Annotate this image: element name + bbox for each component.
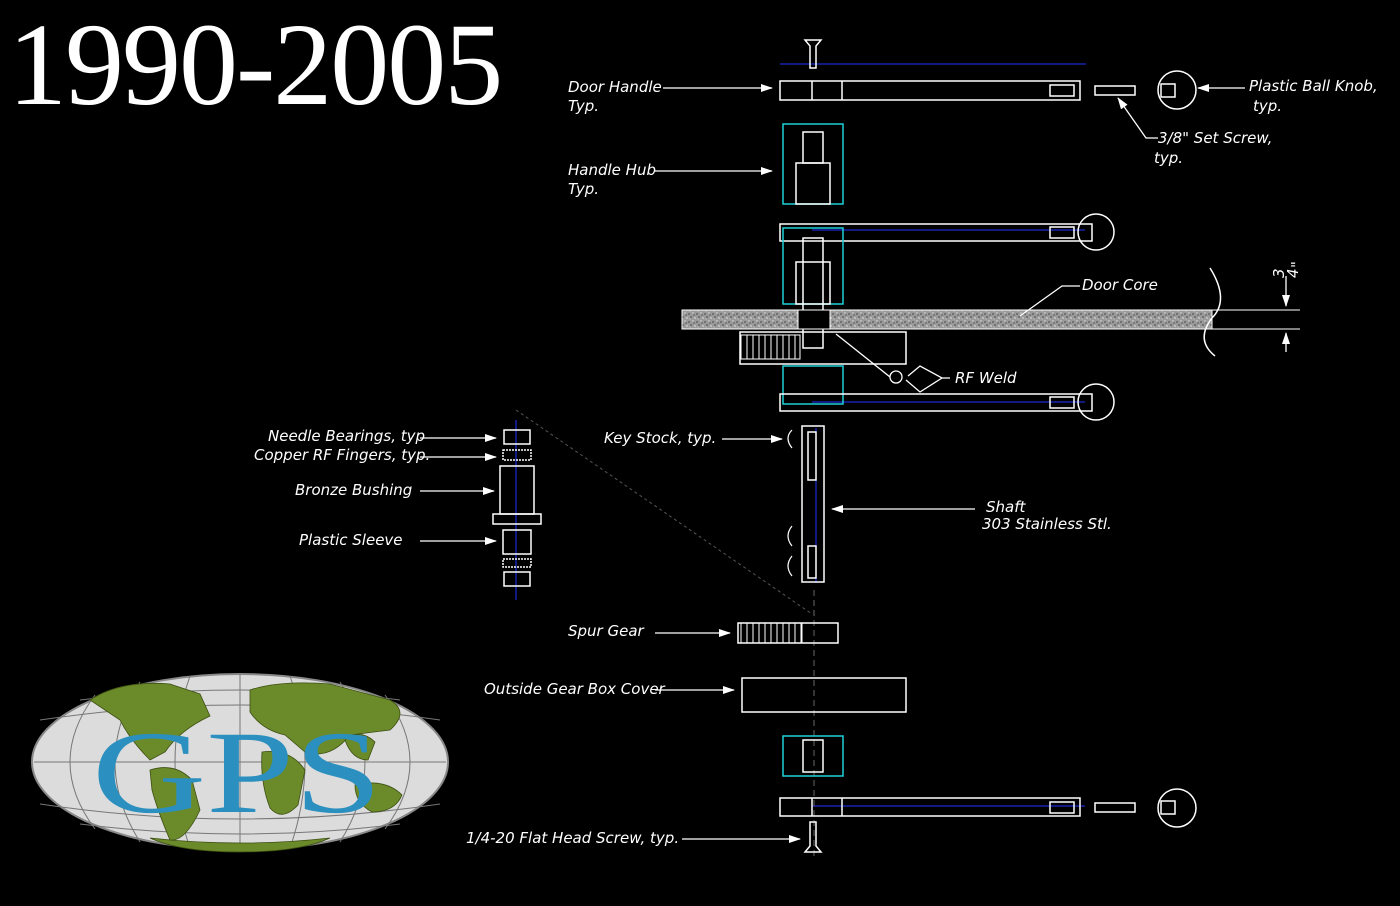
gps-globe-logo: GPS xyxy=(31,673,449,853)
plastic-ball-knob-bottom xyxy=(1157,788,1197,828)
assembled-spur-gear xyxy=(739,331,907,365)
label-dimension-num: 3 xyxy=(1270,268,1288,278)
set-screw-top xyxy=(1094,85,1136,96)
plastic-ball-knob-top xyxy=(1157,70,1197,110)
label-plastic-ball-knob-typ: typ. xyxy=(1253,97,1282,115)
handle-hub-top xyxy=(782,123,844,205)
label-rf-weld: RF Weld xyxy=(955,369,1017,387)
outside-gear-box-cover xyxy=(741,677,907,713)
label-shaft-material: 303 Stainless Stl. xyxy=(982,515,1112,533)
label-shaft: Shaft xyxy=(986,498,1027,516)
key-stock-pieces xyxy=(787,429,793,577)
handle-hub-bottom xyxy=(782,735,844,777)
label-door-handle-typ: Typ. xyxy=(568,97,599,115)
page-title: 1990-2005 xyxy=(8,0,503,130)
spur-gear xyxy=(737,622,839,644)
copper-rf-fingers-top xyxy=(502,449,532,461)
plastic-sleeve xyxy=(502,529,532,555)
label-handle-hub-typ: Typ. xyxy=(568,180,599,198)
bottom-flat-head-screw xyxy=(803,821,823,853)
bronze-bushing xyxy=(492,465,542,525)
needle-bearing-bottom xyxy=(503,571,531,587)
label-copper-rf-fingers: Copper RF Fingers, typ. xyxy=(254,446,430,464)
label-needle-bearings: Needle Bearings, typ xyxy=(268,427,425,445)
door-handle-bottom xyxy=(779,797,1081,817)
label-key-stock: Key Stock, typ. xyxy=(604,429,716,447)
label-set-screw: 3/8" Set Screw, xyxy=(1158,129,1272,147)
shaft xyxy=(801,425,825,583)
label-gear-box-cover: Outside Gear Box Cover xyxy=(484,680,666,698)
label-spur-gear: Spur Gear xyxy=(568,622,645,640)
label-set-screw-typ: typ. xyxy=(1154,149,1183,167)
needle-bearing-top xyxy=(503,429,531,445)
label-dimension-mark: " xyxy=(1288,261,1306,268)
assembled-handle-lower xyxy=(779,365,1115,421)
label-plastic-ball-knob: Plastic Ball Knob, xyxy=(1249,77,1378,95)
label-bronze-bushing: Bronze Bushing xyxy=(295,481,412,499)
label-dimension-den: 4 xyxy=(1284,268,1302,278)
door-core xyxy=(681,267,1300,357)
callout-labels: Door Handle Typ. Plastic Ball Knob, typ.… xyxy=(254,77,1378,847)
logo-text: GPS xyxy=(92,707,382,838)
label-door-handle: Door Handle xyxy=(568,78,662,96)
set-screw-bottom xyxy=(1094,802,1136,813)
label-plastic-sleeve: Plastic Sleeve xyxy=(299,531,403,549)
leader-arrows xyxy=(420,84,1290,843)
copper-rf-fingers-bottom xyxy=(502,558,532,568)
top-flat-head-screw xyxy=(803,39,823,69)
assembled-handle-upper xyxy=(779,213,1115,349)
label-door-core: Door Core xyxy=(1082,276,1158,294)
door-handle-top xyxy=(779,80,1081,101)
label-flat-head-screw: 1/4-20 Flat Head Screw, typ. xyxy=(466,829,679,847)
label-handle-hub: Handle Hub xyxy=(568,161,656,179)
